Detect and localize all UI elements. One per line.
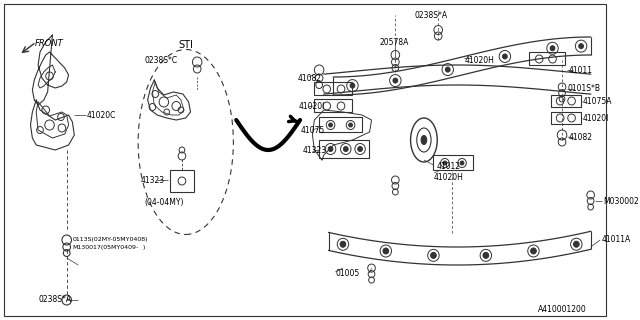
- Text: 01005: 01005: [335, 269, 360, 278]
- Text: 0238S*A: 0238S*A: [38, 295, 71, 305]
- Text: 0113S(02MY-05MY0408): 0113S(02MY-05MY0408): [72, 237, 148, 243]
- Bar: [314, 99, 353, 112]
- Circle shape: [328, 147, 333, 151]
- Text: 41020I: 41020I: [298, 101, 324, 110]
- Text: 41082: 41082: [297, 74, 321, 83]
- Text: 41011A: 41011A: [602, 236, 631, 244]
- Circle shape: [573, 241, 579, 247]
- Text: FRONT: FRONT: [35, 38, 63, 47]
- Text: ): ): [143, 245, 145, 251]
- Circle shape: [502, 54, 508, 59]
- Text: M130017(05MY0409-: M130017(05MY0409-: [72, 245, 139, 251]
- Circle shape: [383, 248, 388, 254]
- Text: 0238S*C: 0238S*C: [145, 55, 178, 65]
- Bar: [550, 95, 581, 107]
- Text: M030002: M030002: [603, 196, 639, 205]
- Ellipse shape: [421, 135, 427, 145]
- Circle shape: [445, 67, 450, 72]
- Text: 41020H: 41020H: [465, 55, 495, 65]
- Text: 41020H: 41020H: [433, 172, 463, 181]
- Text: A410001200: A410001200: [538, 306, 587, 315]
- Circle shape: [550, 46, 555, 51]
- Circle shape: [431, 252, 436, 258]
- Bar: [550, 112, 581, 124]
- Circle shape: [344, 147, 348, 151]
- Circle shape: [483, 252, 489, 258]
- Text: 41323: 41323: [303, 146, 327, 155]
- Circle shape: [443, 161, 447, 165]
- Circle shape: [393, 78, 397, 83]
- Text: 41075A: 41075A: [583, 97, 612, 106]
- Circle shape: [350, 83, 355, 88]
- Bar: [170, 170, 195, 192]
- Bar: [319, 140, 369, 158]
- Text: 0238S*A: 0238S*A: [414, 11, 447, 20]
- Circle shape: [329, 123, 332, 127]
- Bar: [433, 155, 474, 170]
- Circle shape: [531, 248, 536, 254]
- Circle shape: [460, 161, 464, 165]
- Text: 41020C: 41020C: [86, 110, 116, 119]
- Text: 41075: 41075: [301, 125, 325, 134]
- Text: 41082: 41082: [569, 132, 593, 141]
- Circle shape: [340, 241, 346, 247]
- Circle shape: [579, 44, 584, 49]
- Text: 41011: 41011: [569, 66, 593, 75]
- Text: 41020I: 41020I: [583, 114, 609, 123]
- Bar: [529, 52, 565, 65]
- Text: 20578A: 20578A: [379, 37, 408, 46]
- Text: (04-04MY): (04-04MY): [145, 197, 184, 206]
- Bar: [319, 117, 362, 132]
- Text: 0101S*B: 0101S*B: [568, 84, 601, 92]
- Text: 41012: 41012: [436, 162, 460, 171]
- Bar: [314, 82, 353, 95]
- Circle shape: [349, 123, 353, 127]
- Text: STI: STI: [179, 40, 193, 50]
- Text: 41323: 41323: [141, 175, 165, 185]
- Circle shape: [358, 147, 362, 151]
